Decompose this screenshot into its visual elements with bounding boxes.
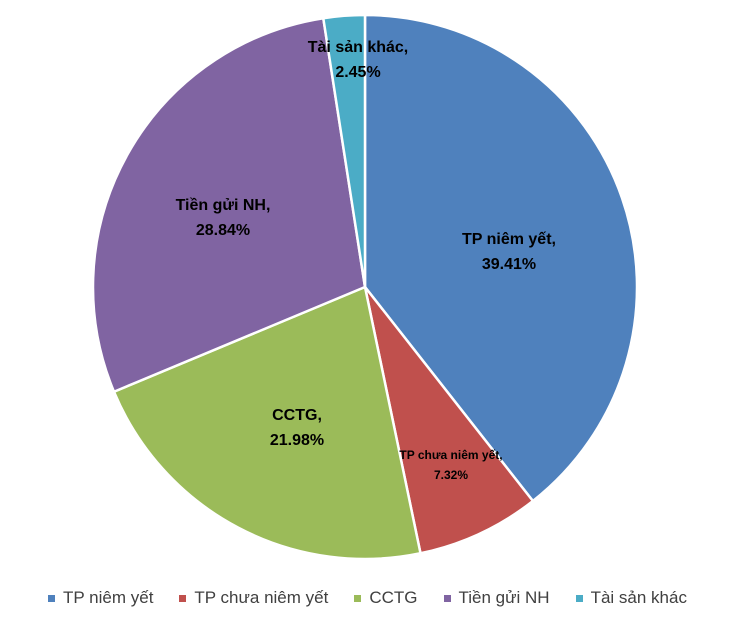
- legend-swatch: [354, 594, 362, 602]
- slice-label-name: TP niêm yết,: [462, 231, 556, 248]
- legend-item: TP chưa niêm yết: [179, 588, 328, 608]
- legend-swatch: [48, 594, 56, 602]
- slice-labels: TP niêm yết, 39.41% TP chưa niêm yết, 7.32%…: [176, 39, 556, 482]
- legend-swatch: [443, 594, 451, 602]
- slice-label: TP niêm yết, 39.41%: [462, 231, 556, 273]
- slice-label: Tiền gửi NH, 28.84%: [176, 197, 271, 239]
- pie-slice: [91, 16, 367, 393]
- legend-item: Tiền gửi NH: [443, 588, 550, 608]
- slice-label-value: 39.41%: [482, 256, 536, 273]
- legend-item: CCTG: [354, 588, 418, 608]
- slice-label-value: 21.98%: [270, 432, 324, 449]
- pie-slices: [91, 13, 639, 561]
- slice-label-name: CCTG,: [272, 407, 322, 424]
- slice-label-name: Tiền gửi NH,: [176, 197, 271, 214]
- slice-label: Tài sản khác, 2.45%: [308, 39, 409, 81]
- pie-slice: [112, 285, 422, 561]
- slice-label-value: 7.32%: [434, 468, 468, 482]
- slice-label-name: Tài sản khác,: [308, 39, 409, 56]
- pie-slice: [322, 13, 367, 289]
- legend-label: Tiền gửi NH: [458, 588, 550, 607]
- legend-item: TP niêm yết: [48, 588, 153, 608]
- legend-label: Tài sản khác: [590, 588, 687, 607]
- legend-item: Tài sản khác: [575, 588, 687, 608]
- chart-legend: TP niêm yết TP chưa niêm yết CCTG Tiền gửi …: [0, 588, 735, 608]
- slice-label-value: 2.45%: [335, 64, 380, 81]
- slice-label-name: TP chưa niêm yết,: [399, 448, 502, 462]
- slice-label: CCTG, 21.98%: [270, 407, 324, 449]
- pie-slice: [363, 13, 639, 503]
- legend-swatch: [575, 594, 583, 602]
- legend-label: TP niêm yết: [63, 588, 154, 607]
- slice-label-value: 28.84%: [196, 222, 250, 239]
- legend-swatch: [179, 594, 187, 602]
- slice-label: TP chưa niêm yết, 7.32%: [399, 448, 502, 482]
- legend-label: TP chưa niêm yết: [194, 588, 329, 607]
- legend-label: CCTG: [369, 588, 418, 607]
